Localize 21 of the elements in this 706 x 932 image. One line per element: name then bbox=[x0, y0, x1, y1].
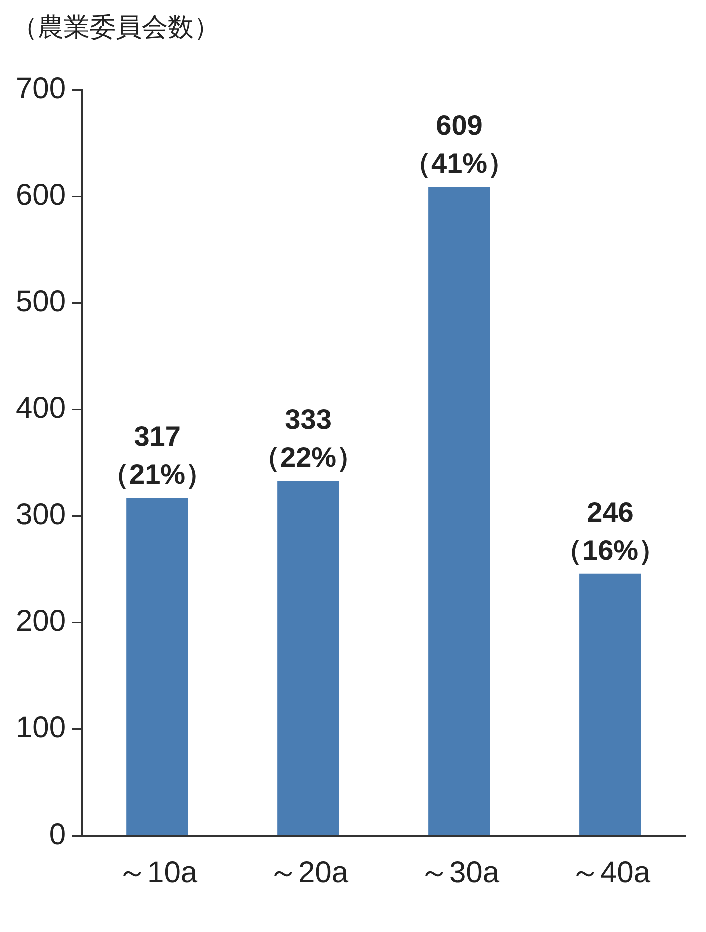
y-tick-label: 200 bbox=[16, 605, 66, 638]
y-tick-label: 0 bbox=[49, 818, 66, 852]
x-tick-label: ～20a bbox=[268, 856, 349, 890]
bar bbox=[126, 498, 188, 836]
y-tick-label: 600 bbox=[16, 178, 66, 212]
y-tick-label: 500 bbox=[16, 285, 66, 318]
y-tick-label: 100 bbox=[16, 712, 66, 745]
bar bbox=[278, 481, 340, 836]
bar bbox=[580, 574, 642, 836]
y-tick-label: 400 bbox=[16, 392, 66, 425]
y-tick-label: 300 bbox=[16, 498, 66, 532]
y-tick-label: 700 bbox=[16, 72, 66, 106]
x-tick-label: ～30a bbox=[419, 856, 500, 890]
y-axis-title: （農業委員会数） bbox=[12, 12, 220, 42]
bar bbox=[428, 186, 490, 836]
x-tick-label: ～10a bbox=[118, 856, 198, 890]
data-label: 333 （22%） bbox=[252, 404, 365, 474]
data-label: 609 （41%） bbox=[403, 110, 516, 179]
data-label: 246 （16%） bbox=[554, 496, 667, 566]
x-tick-label: ～40a bbox=[570, 856, 651, 890]
data-label: 317 （21%） bbox=[102, 421, 214, 490]
